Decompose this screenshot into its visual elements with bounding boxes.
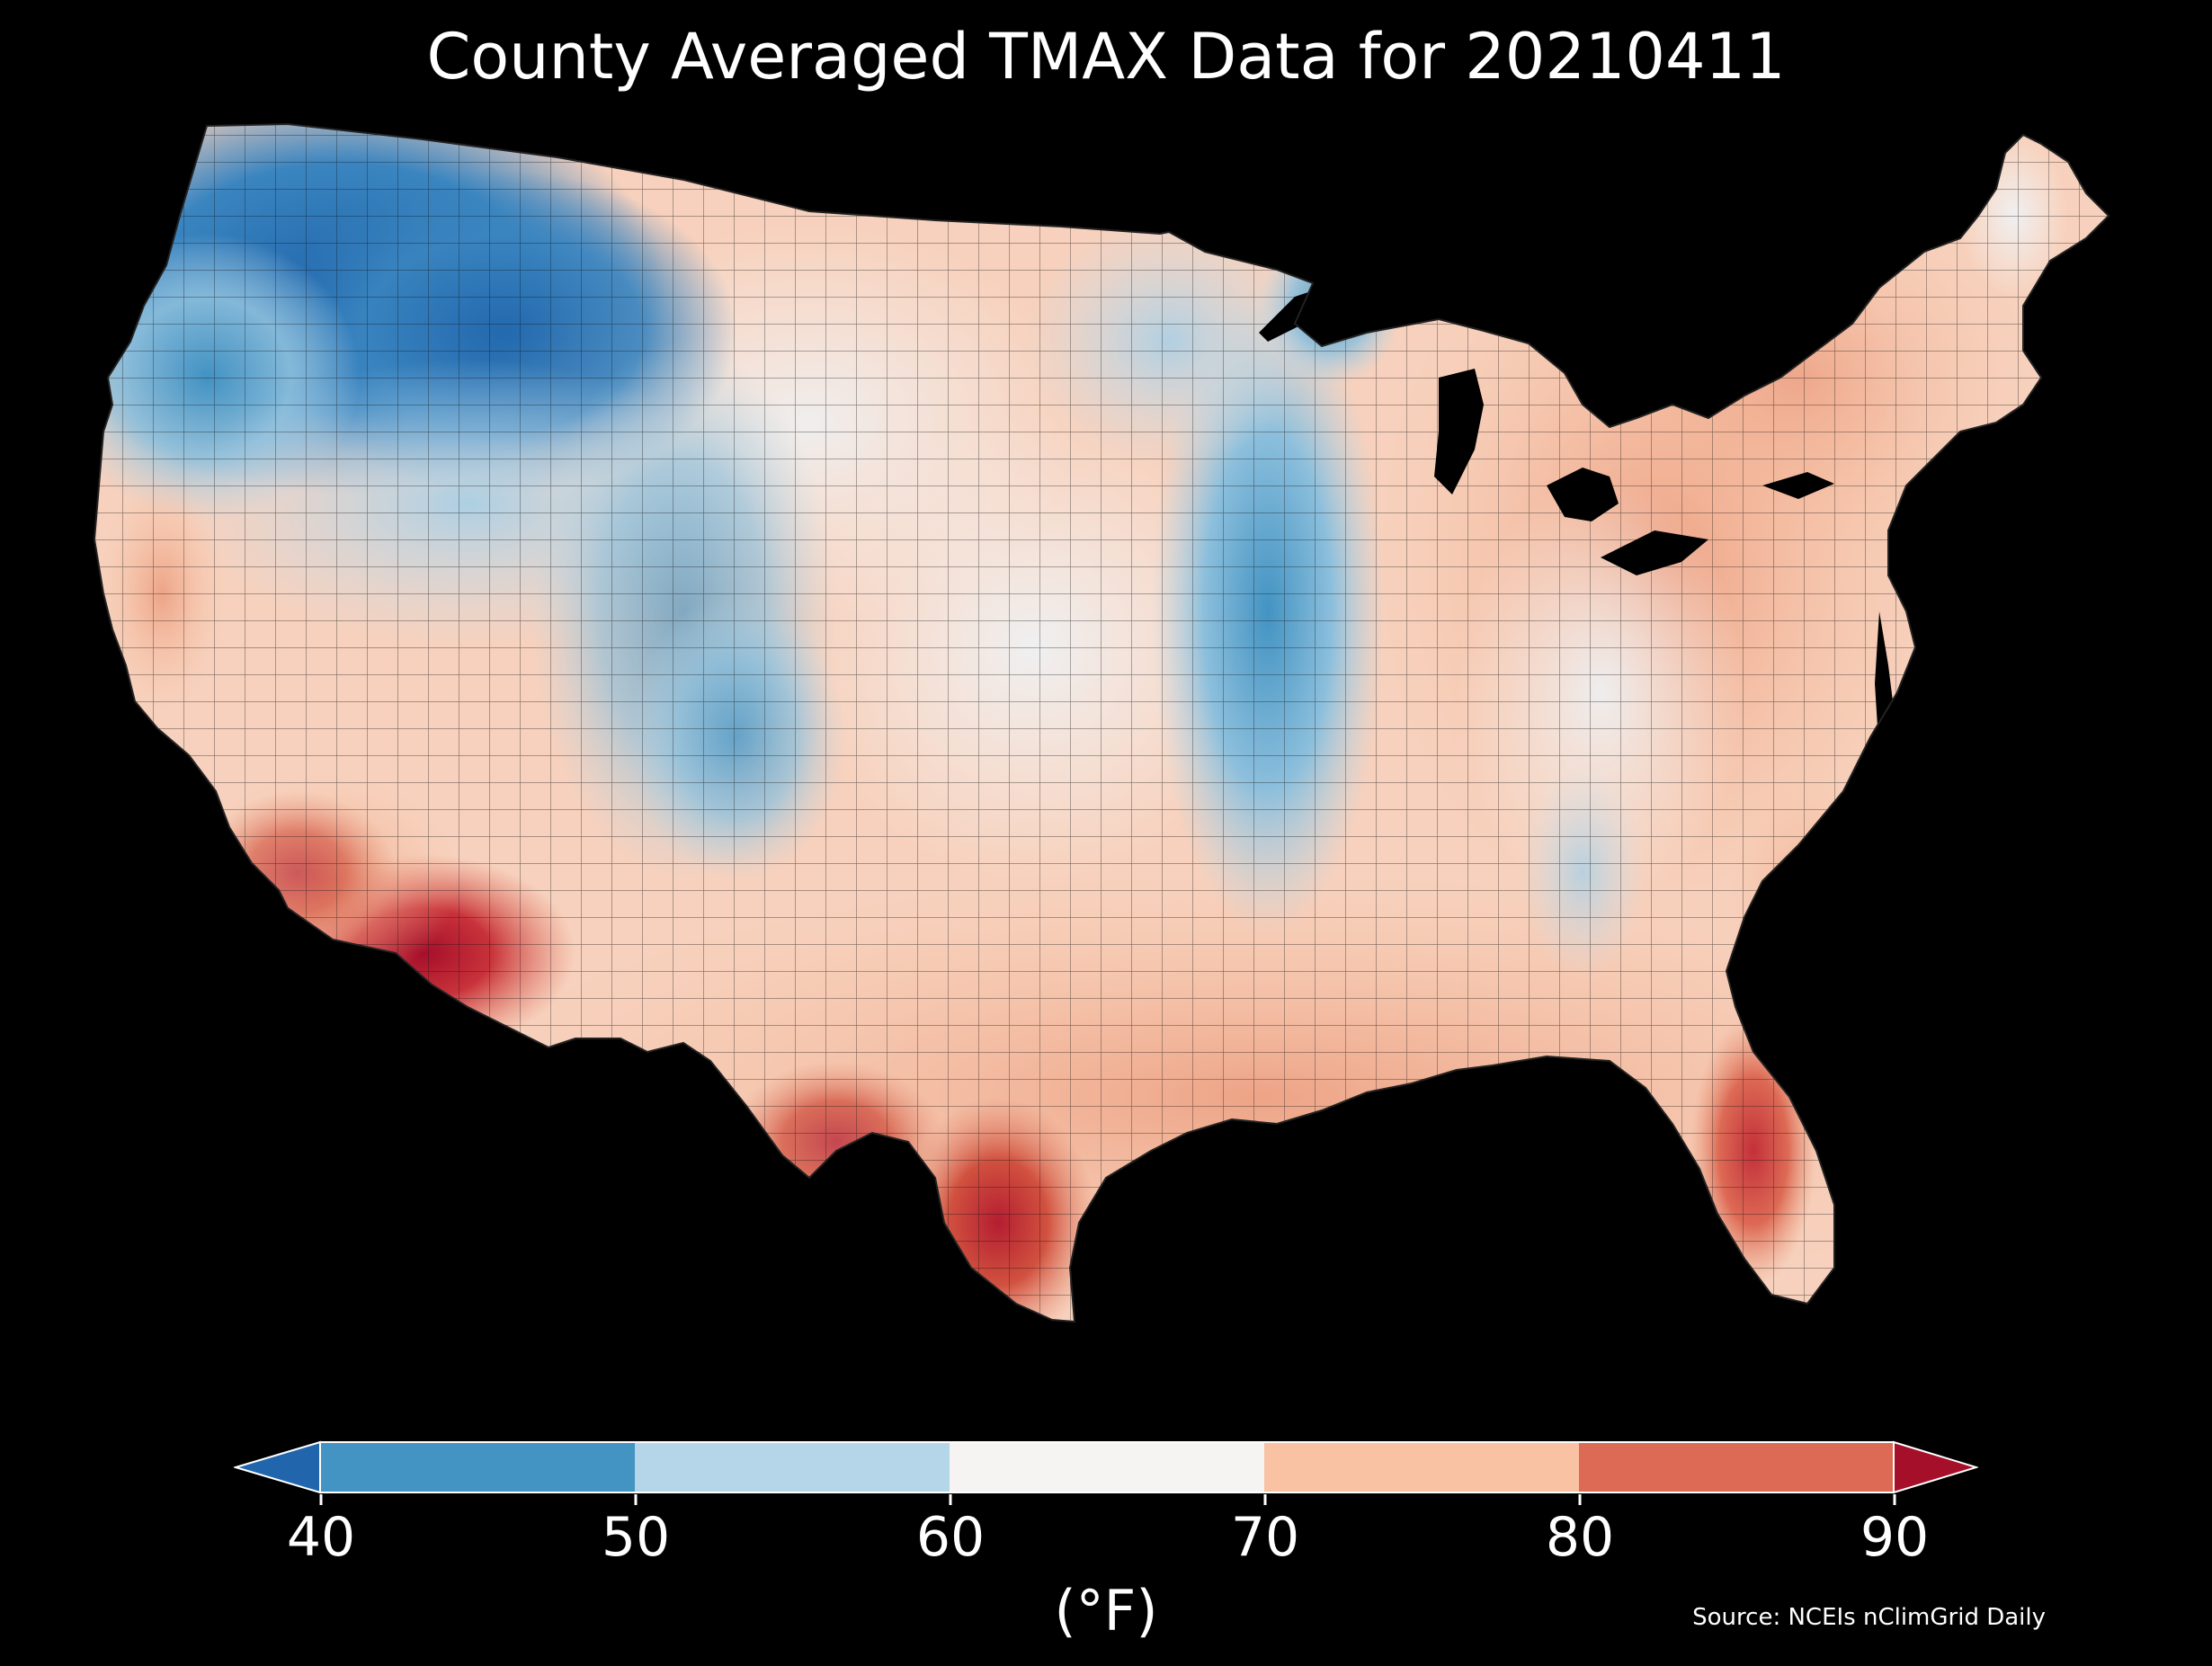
county-fill-layer (94, 124, 2109, 1322)
colorbar-label-50: 50 (601, 1506, 671, 1569)
map-title: County Averaged TMAX Data for 20210411 (426, 20, 1786, 94)
great-lakes (1259, 279, 1897, 755)
colorbar-label-90: 90 (1860, 1506, 1930, 1569)
choropleth-map (0, 108, 2212, 1403)
country-outline (93, 122, 2110, 1323)
colorbar-tick-80 (1578, 1494, 1582, 1505)
colorbar-bin-50-60 (635, 1442, 950, 1492)
colorbar-frame (319, 1441, 1895, 1493)
colorbar-bin-70-80 (1264, 1442, 1579, 1492)
colorbar-label-80: 80 (1545, 1506, 1615, 1569)
colorbar-tick-70 (1263, 1494, 1267, 1505)
colorbar-extend-low (234, 1440, 321, 1494)
colorbar-bin-60-70 (950, 1442, 1264, 1492)
colorbar-tick-50 (634, 1494, 638, 1505)
colorbar-tick-90 (1893, 1494, 1896, 1505)
colorbar-label-60: 60 (915, 1506, 986, 1569)
colorbar-label-40: 40 (286, 1506, 356, 1569)
colorbar-tick-60 (949, 1494, 952, 1505)
colorbar-label-70: 70 (1230, 1506, 1300, 1569)
colorbar-bin-80-90 (1579, 1442, 1894, 1492)
colorbar (234, 1440, 1978, 1494)
colorbar-tick-40 (319, 1494, 323, 1505)
colorbar-bin-40-50 (320, 1442, 635, 1492)
colorbar-unit-label: (°F) (1054, 1578, 1158, 1644)
source-credit: Source: NCEIs nClimGrid Daily (1692, 1604, 2046, 1631)
colorbar-extend-high (1893, 1440, 1978, 1494)
